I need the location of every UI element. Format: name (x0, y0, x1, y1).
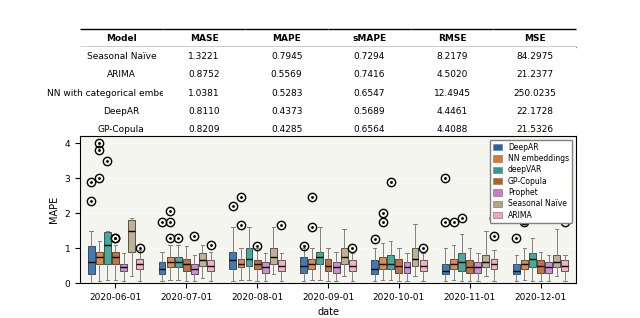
PathPatch shape (554, 255, 560, 267)
PathPatch shape (237, 259, 244, 267)
PathPatch shape (88, 246, 95, 274)
PathPatch shape (246, 248, 253, 266)
PathPatch shape (521, 260, 528, 269)
PathPatch shape (324, 259, 332, 271)
PathPatch shape (253, 260, 260, 269)
PathPatch shape (349, 260, 356, 271)
PathPatch shape (380, 257, 386, 269)
PathPatch shape (112, 252, 119, 264)
Legend: DeepAR, NN embeddings, deepVAR, GP-Copula, Prophet, Seasonal Naïve, ARIMA: DeepAR, NN embeddings, deepVAR, GP-Copul… (490, 140, 572, 223)
PathPatch shape (175, 257, 182, 267)
PathPatch shape (166, 257, 173, 267)
PathPatch shape (513, 264, 520, 274)
PathPatch shape (450, 259, 457, 269)
PathPatch shape (300, 257, 307, 273)
PathPatch shape (412, 248, 419, 266)
PathPatch shape (491, 259, 497, 269)
PathPatch shape (467, 260, 473, 273)
PathPatch shape (104, 232, 111, 264)
PathPatch shape (403, 262, 410, 273)
PathPatch shape (308, 259, 316, 269)
PathPatch shape (183, 259, 189, 271)
PathPatch shape (474, 262, 481, 273)
PathPatch shape (420, 260, 427, 271)
PathPatch shape (371, 260, 378, 274)
PathPatch shape (545, 262, 552, 273)
PathPatch shape (442, 264, 449, 274)
Y-axis label: MAPE: MAPE (49, 196, 59, 223)
PathPatch shape (529, 253, 536, 267)
PathPatch shape (316, 252, 323, 264)
PathPatch shape (262, 262, 269, 273)
PathPatch shape (333, 262, 340, 273)
PathPatch shape (229, 252, 236, 269)
PathPatch shape (278, 260, 285, 271)
PathPatch shape (120, 264, 127, 271)
PathPatch shape (340, 248, 348, 264)
PathPatch shape (270, 248, 276, 264)
PathPatch shape (458, 253, 465, 271)
PathPatch shape (396, 259, 403, 273)
PathPatch shape (159, 262, 165, 274)
PathPatch shape (191, 264, 198, 274)
PathPatch shape (561, 260, 568, 271)
PathPatch shape (128, 220, 135, 252)
X-axis label: date: date (317, 307, 339, 317)
PathPatch shape (136, 259, 143, 269)
PathPatch shape (387, 255, 394, 269)
PathPatch shape (483, 255, 490, 267)
PathPatch shape (199, 253, 206, 266)
PathPatch shape (96, 252, 102, 264)
PathPatch shape (207, 260, 214, 271)
PathPatch shape (537, 260, 544, 273)
